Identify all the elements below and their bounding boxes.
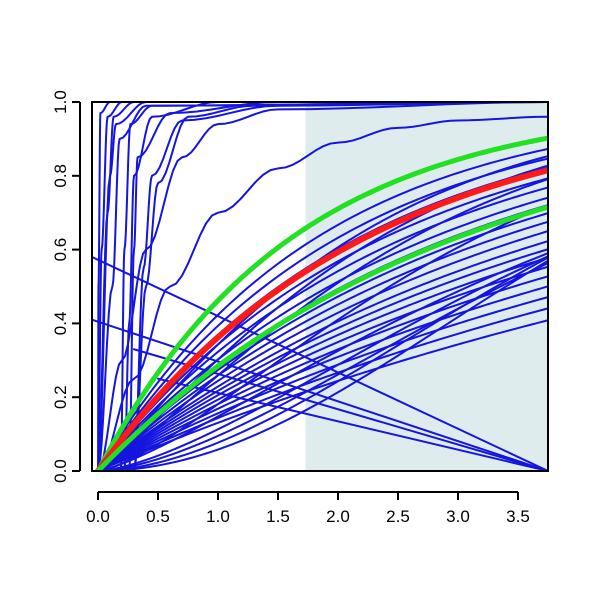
curve-blue-6 [123,102,548,471]
axes-group: 0.0 0.5 1.0 1.5 2.0 2.5 3.0 3.5 0.0 0.2 0.4 0.6 0.8 1… [51,90,549,526]
curve-blue-16 [97,147,548,471]
curve-blue-40 [97,259,548,471]
x-tick-label: 1.5 [266,507,290,526]
curve-blue-3 [97,102,548,471]
curve-red-45 [95,167,548,471]
x-tick-label: 3.0 [446,507,470,526]
y-tick-label: 0.2 [51,385,70,409]
x-tick-label: 2.5 [386,507,410,526]
y-tick-label: 0.8 [51,164,70,188]
curve-blue-7 [128,102,548,471]
curves-group [92,102,548,471]
curve-blue-19 [97,177,548,471]
curve-blue-43 [97,178,548,471]
curve-blue-21 [97,196,548,471]
y-tick-label: 0.4 [51,312,70,336]
curve-blue-39 [97,256,548,471]
curve-green-44 [95,135,548,471]
curve-blue-37 [97,255,548,471]
curve-blue-28 [97,256,548,471]
curve-blue-0 [97,102,548,471]
curve-blue-10 [97,102,548,471]
y-tick-label: 0.0 [51,459,70,483]
curve-blue-27 [97,248,548,471]
x-tick-label: 0.0 [86,507,110,526]
curve-green-46 [95,204,548,471]
curve-blue-13 [92,318,548,471]
curve-blue-35 [97,204,548,471]
curve-blue-36 [97,252,548,471]
curve-blue-14 [133,348,548,471]
x-tick-label: 1.0 [206,507,230,526]
curve-blue-25 [97,230,548,471]
curve-blue-9 [133,102,548,471]
curve-blue-1 [97,102,548,471]
curve-blue-11 [97,115,548,471]
curve-blue-15 [157,377,548,471]
x-tick-label: 3.5 [506,507,530,526]
curve-blue-33 [97,307,548,471]
x-tick-label: 0.5 [146,507,170,526]
y-tick-label: 0.6 [51,238,70,262]
y-tick-label: 1.0 [51,90,70,114]
curve-blue-24 [97,220,548,471]
x-tick-label: 2.0 [326,507,350,526]
plot-frame [91,101,549,472]
curve-blue-31 [97,285,548,471]
curve-blue-29 [97,265,548,471]
